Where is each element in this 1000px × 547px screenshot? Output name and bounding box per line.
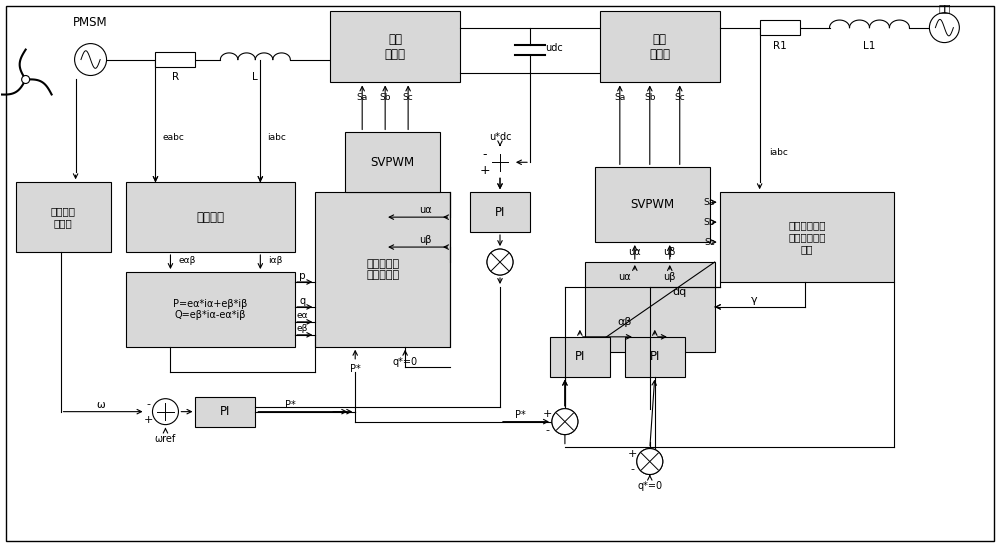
- Bar: [470, 192, 530, 232]
- Circle shape: [552, 409, 578, 434]
- Text: P*: P*: [285, 400, 296, 410]
- Bar: [16, 182, 111, 252]
- Circle shape: [485, 147, 515, 177]
- Text: -: -: [546, 424, 550, 435]
- Bar: [330, 11, 460, 83]
- Text: iαβ: iαβ: [268, 255, 283, 265]
- Text: uα: uα: [619, 272, 631, 282]
- Text: 机侧
变流器: 机侧 变流器: [385, 33, 406, 61]
- Text: R1: R1: [773, 40, 786, 50]
- Text: uα: uα: [419, 205, 431, 215]
- Text: dq: dq: [673, 287, 687, 297]
- Circle shape: [552, 409, 578, 434]
- Text: Sc: Sc: [403, 93, 414, 102]
- Text: P*: P*: [350, 364, 361, 374]
- Text: +: +: [480, 164, 490, 177]
- Text: PMSM: PMSM: [73, 16, 108, 29]
- Text: +: +: [144, 415, 153, 424]
- Bar: [720, 192, 894, 282]
- Text: SVPWM: SVPWM: [630, 198, 674, 211]
- Text: SVPWM: SVPWM: [371, 156, 415, 169]
- Text: L: L: [252, 73, 258, 83]
- Text: γ: γ: [751, 295, 758, 305]
- Text: uβ: uβ: [419, 235, 431, 245]
- Text: Sb: Sb: [379, 93, 391, 102]
- Bar: [126, 272, 295, 347]
- Text: Sa: Sa: [614, 93, 625, 102]
- Text: 坐标变换: 坐标变换: [196, 211, 224, 224]
- Bar: [126, 182, 295, 252]
- Bar: [195, 397, 255, 427]
- Text: Sa: Sa: [703, 197, 715, 207]
- Bar: [595, 167, 710, 242]
- Text: ωref: ωref: [155, 434, 176, 444]
- Text: PI: PI: [575, 350, 585, 363]
- Text: R: R: [172, 73, 179, 83]
- Text: Sb: Sb: [703, 218, 715, 226]
- Text: -: -: [631, 464, 635, 474]
- Bar: [315, 192, 450, 347]
- Bar: [760, 20, 800, 35]
- Text: -: -: [146, 399, 150, 409]
- Text: PI: PI: [650, 350, 660, 363]
- Circle shape: [487, 249, 513, 275]
- Text: -: -: [483, 148, 487, 161]
- Circle shape: [487, 149, 513, 175]
- Text: uα: uα: [629, 247, 641, 257]
- Circle shape: [22, 75, 30, 84]
- Text: αβ: αβ: [618, 317, 632, 327]
- Bar: [345, 132, 440, 192]
- Text: Sa: Sa: [357, 93, 368, 102]
- Text: eβ: eβ: [297, 324, 308, 333]
- Text: 预测直接功
率控制算法: 预测直接功 率控制算法: [366, 259, 399, 280]
- Circle shape: [152, 399, 178, 424]
- Text: uβ: uβ: [664, 272, 676, 282]
- Text: 转速及相
位检测: 转速及相 位检测: [51, 206, 76, 228]
- Text: +: +: [628, 449, 638, 458]
- Text: 电流测量：功
率和虚拟磁链
估计: 电流测量：功 率和虚拟磁链 估计: [788, 220, 826, 254]
- Circle shape: [637, 449, 663, 474]
- Text: eα: eα: [296, 311, 308, 321]
- Bar: [155, 52, 195, 67]
- Text: P*: P*: [515, 410, 525, 420]
- Text: uβ: uβ: [664, 247, 676, 257]
- Text: iabc: iabc: [267, 133, 286, 142]
- Circle shape: [929, 13, 959, 43]
- Text: q*=0: q*=0: [393, 357, 418, 367]
- Bar: [550, 337, 610, 377]
- Bar: [625, 337, 685, 377]
- Text: L1: L1: [863, 40, 876, 50]
- Bar: [600, 11, 720, 83]
- Polygon shape: [585, 262, 715, 352]
- Text: PI: PI: [495, 206, 505, 219]
- Text: p: p: [299, 271, 306, 281]
- Text: P=eα*iα+eβ*iβ
Q=eβ*iα-eα*iβ: P=eα*iα+eβ*iβ Q=eβ*iα-eα*iβ: [173, 299, 248, 320]
- Text: iabc: iabc: [770, 148, 788, 157]
- Text: q: q: [299, 296, 305, 306]
- Text: eabc: eabc: [162, 133, 184, 142]
- Text: q*=0: q*=0: [637, 481, 662, 491]
- Circle shape: [487, 249, 513, 275]
- Text: +: +: [543, 409, 553, 418]
- Text: Sb: Sb: [644, 93, 656, 102]
- Text: udc: udc: [545, 43, 563, 53]
- Text: eαβ: eαβ: [178, 255, 196, 265]
- Text: 电网: 电网: [938, 3, 951, 13]
- Text: 网侧
变流器: 网侧 变流器: [649, 33, 670, 61]
- Text: Sc: Sc: [674, 93, 685, 102]
- Text: PI: PI: [220, 405, 231, 418]
- Text: u*dc: u*dc: [489, 132, 511, 142]
- Circle shape: [487, 149, 513, 175]
- Circle shape: [75, 44, 107, 75]
- Text: ω: ω: [96, 400, 105, 410]
- Circle shape: [637, 449, 663, 474]
- Text: Sc: Sc: [704, 237, 715, 247]
